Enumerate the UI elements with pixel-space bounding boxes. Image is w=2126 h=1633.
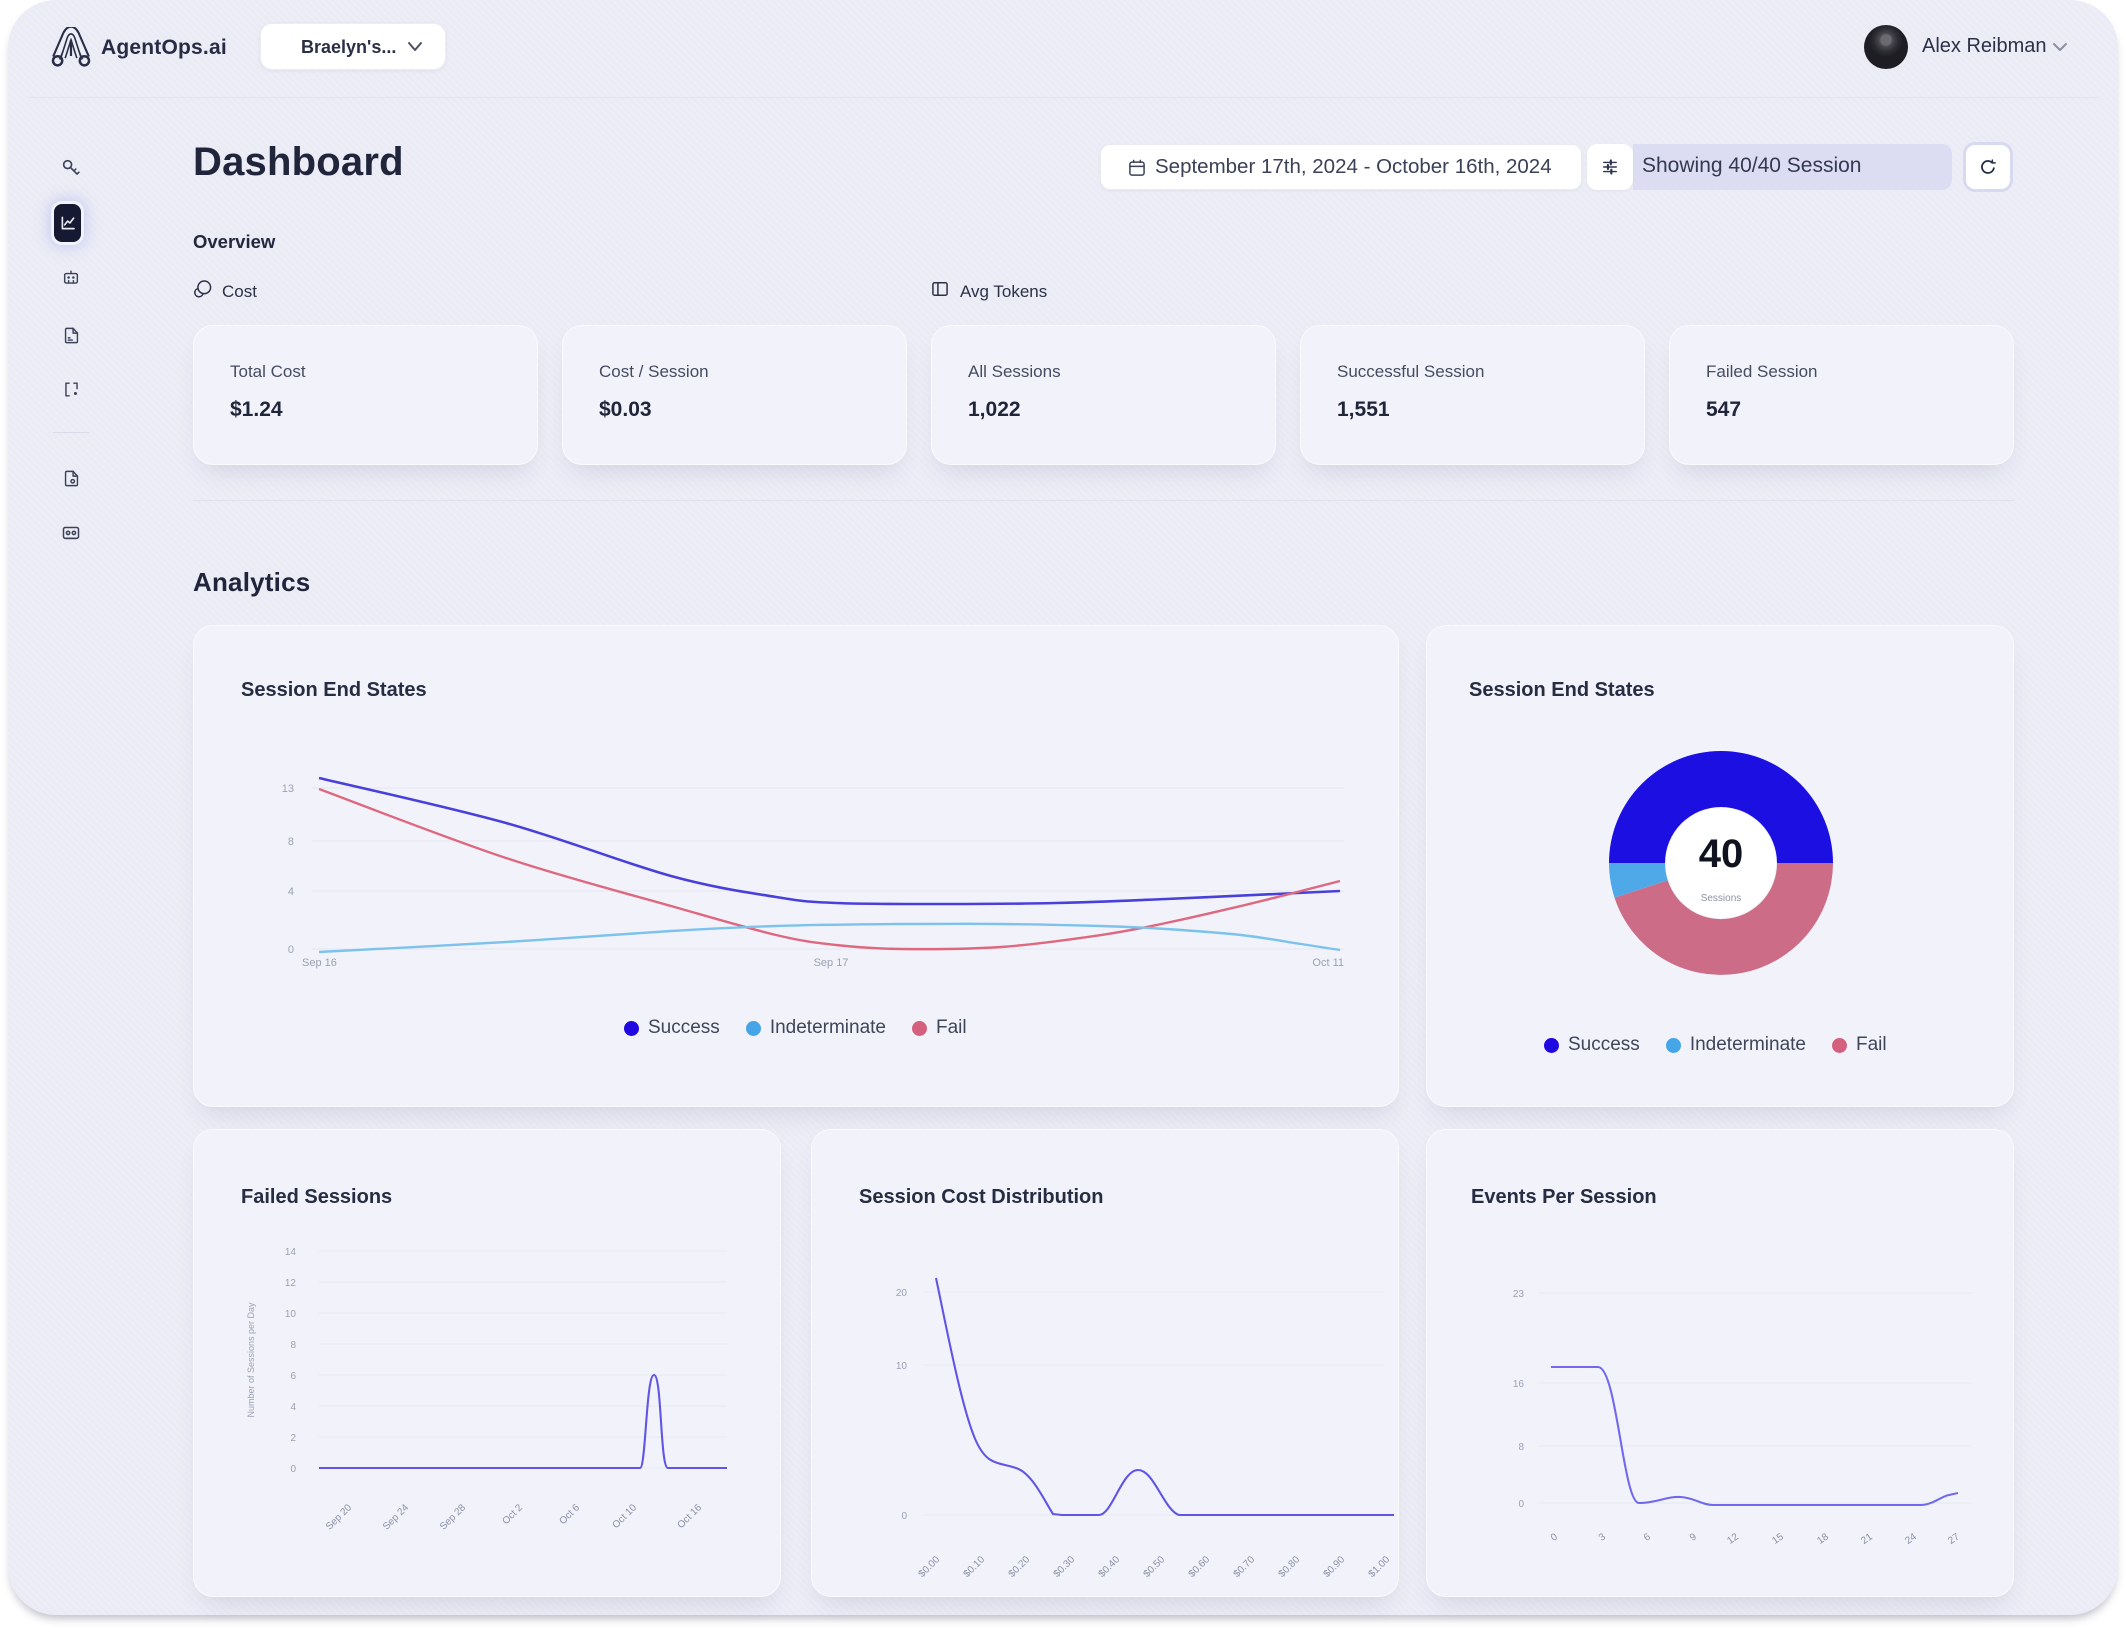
svg-text:Sep 24: Sep 24 <box>381 1502 411 1532</box>
svg-text:15: 15 <box>1770 1531 1786 1547</box>
svg-text:$0.70: $0.70 <box>1232 1554 1258 1580</box>
svg-text:Sep 17: Sep 17 <box>814 957 849 969</box>
svg-text:0: 0 <box>1549 1531 1560 1543</box>
svg-text:Sessions: Sessions <box>1701 893 1742 904</box>
svg-text:4: 4 <box>288 886 294 898</box>
svg-text:$0.20: $0.20 <box>1007 1554 1033 1580</box>
svg-text:$0.00: $0.00 <box>917 1554 943 1580</box>
svg-text:3: 3 <box>1597 1531 1608 1543</box>
svg-text:0: 0 <box>901 1511 907 1522</box>
svg-text:16: 16 <box>1513 1379 1525 1390</box>
svg-text:8: 8 <box>1518 1442 1524 1453</box>
svg-text:14: 14 <box>285 1247 297 1258</box>
svg-text:12: 12 <box>285 1278 297 1289</box>
svg-text:Oct 6: Oct 6 <box>557 1502 582 1527</box>
svg-text:8: 8 <box>290 1340 296 1351</box>
svg-text:27: 27 <box>1946 1531 1962 1547</box>
svg-text:6: 6 <box>1642 1531 1653 1543</box>
svg-text:Oct 10: Oct 10 <box>611 1502 640 1531</box>
svg-text:6: 6 <box>290 1371 296 1382</box>
svg-text:9: 9 <box>1688 1531 1699 1543</box>
svg-text:$0.50: $0.50 <box>1142 1554 1168 1580</box>
svg-text:0: 0 <box>1518 1499 1524 1510</box>
svg-text:4: 4 <box>290 1402 296 1413</box>
svg-text:40: 40 <box>1699 832 1744 876</box>
svg-text:Sep 16: Sep 16 <box>302 957 337 969</box>
svg-text:Oct 11: Oct 11 <box>1312 957 1344 969</box>
svg-text:18: 18 <box>1815 1531 1831 1547</box>
svg-text:12: 12 <box>1725 1531 1741 1547</box>
svg-text:0: 0 <box>288 944 294 956</box>
svg-text:24: 24 <box>1903 1531 1919 1547</box>
svg-text:13: 13 <box>282 783 294 795</box>
svg-text:$1.00: $1.00 <box>1367 1554 1393 1580</box>
svg-text:2: 2 <box>290 1433 296 1444</box>
svg-text:$0.10: $0.10 <box>962 1554 988 1580</box>
svg-text:23: 23 <box>1513 1289 1525 1300</box>
svg-text:8: 8 <box>288 836 294 848</box>
svg-text:20: 20 <box>896 1288 908 1299</box>
svg-text:Oct 2: Oct 2 <box>500 1502 525 1527</box>
svg-text:$0.60: $0.60 <box>1187 1554 1213 1580</box>
svg-text:10: 10 <box>896 1361 908 1372</box>
svg-text:10: 10 <box>285 1309 297 1320</box>
svg-text:Sep 20: Sep 20 <box>324 1502 354 1532</box>
svg-text:Oct 16: Oct 16 <box>676 1502 705 1531</box>
svg-text:0: 0 <box>290 1464 296 1475</box>
svg-text:21: 21 <box>1859 1531 1875 1547</box>
svg-text:Number of Sessions per Day: Number of Sessions per Day <box>246 1302 256 1418</box>
svg-text:$0.40: $0.40 <box>1097 1554 1123 1580</box>
svg-text:$0.90: $0.90 <box>1322 1554 1348 1580</box>
svg-text:$0.30: $0.30 <box>1052 1554 1078 1580</box>
svg-text:Sep 28: Sep 28 <box>438 1502 468 1532</box>
svg-text:$0.80: $0.80 <box>1277 1554 1303 1580</box>
